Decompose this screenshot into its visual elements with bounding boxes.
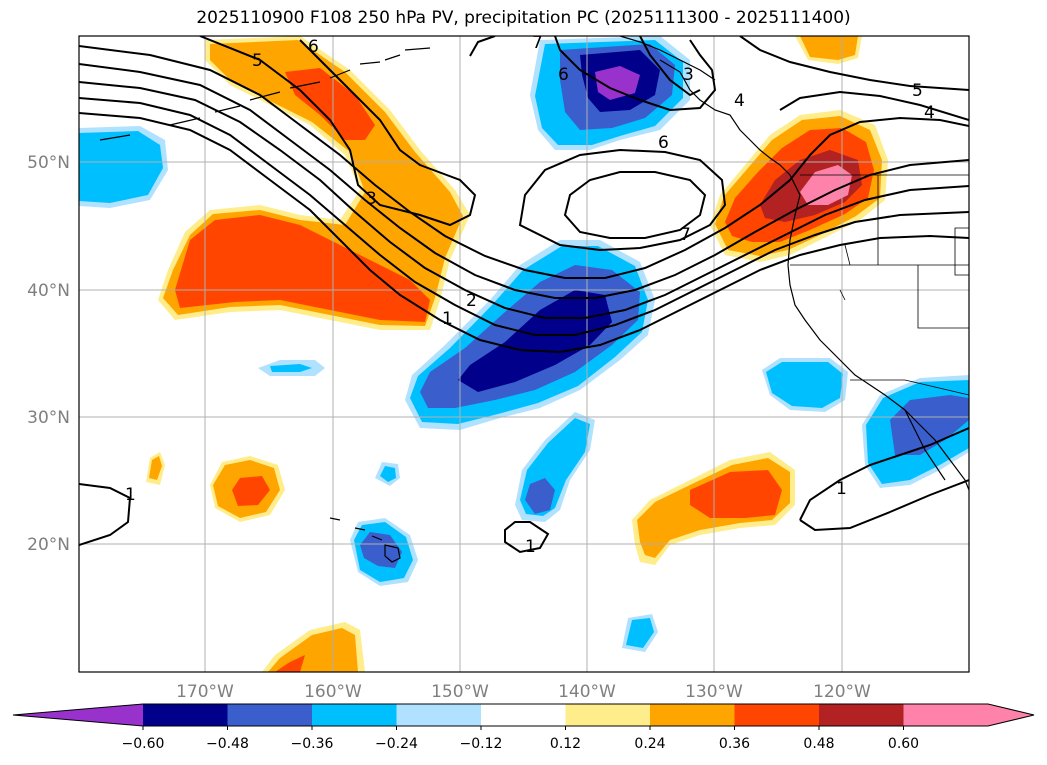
colorbar-segment	[819, 704, 904, 726]
colorbar-tick-label: −0.24	[375, 736, 418, 752]
lat-label: 40°N	[27, 281, 70, 301]
colorbar-tick-label: 0.60	[888, 736, 919, 752]
contour-label: 5	[912, 81, 923, 101]
contour-label: 1	[836, 479, 847, 499]
colorbar-tick-label: −0.48	[206, 736, 249, 752]
blue-blob-low	[622, 614, 658, 652]
colorbar-segment	[143, 704, 228, 726]
contour-label: 7	[680, 225, 691, 245]
colorbar-extend-low	[13, 704, 143, 726]
lon-label: 170°W	[176, 682, 234, 702]
colorbar-segment	[734, 704, 819, 726]
colorbar-segment	[650, 704, 735, 726]
colorbar-tick-label: −0.36	[291, 736, 334, 752]
blue-blob-east	[762, 358, 848, 412]
orange-blob-hawaii-west	[210, 456, 285, 522]
map-frame	[78, 35, 970, 673]
blue-blob-hawaii	[350, 518, 418, 586]
contour-label: 5	[252, 51, 263, 71]
blue-blob-small	[258, 360, 325, 376]
pv-contours	[79, 36, 969, 554]
lat-label: 30°N	[27, 408, 70, 428]
colorbar-tick-label: −0.60	[122, 736, 165, 752]
lon-label: 120°W	[813, 682, 871, 702]
lat-label: 50°N	[27, 153, 70, 173]
warm-blob-pacific-nw	[710, 110, 888, 262]
longitude-labels: 170°W 160°W 150°W 140°W 130°W 120°W	[176, 682, 871, 702]
map-area: 5 6 7 3 6 4 5 4 6 3 7 2 1 1 1 1	[79, 33, 969, 672]
colorbar-tick-label: 0.24	[634, 736, 665, 752]
colorbar-segment	[903, 704, 988, 726]
orange-blob-top	[795, 36, 862, 64]
colorbar-tick-label: 0.36	[719, 736, 750, 752]
colorbar-segment	[227, 704, 312, 726]
orange-swath-northwest	[158, 36, 470, 330]
contour-label: 3	[683, 65, 694, 85]
blue-blob-north	[530, 36, 690, 150]
contour-label: 6	[658, 133, 669, 153]
colorbar-extend-high	[988, 704, 1034, 726]
contour-label: 2	[466, 291, 477, 311]
lat-label: 20°N	[27, 535, 70, 555]
blue-blob-west	[79, 126, 168, 208]
lon-label: 130°W	[685, 682, 743, 702]
lon-label: 150°W	[431, 682, 489, 702]
contour-labels: 5 6 7 3 6 4 5 4 6 3 7 2 1 1 1 1	[125, 33, 935, 557]
orange-blob-bottom	[262, 622, 365, 672]
orange-blob-tiny	[146, 452, 165, 485]
contour-label: 3	[366, 189, 377, 209]
colorbar-tick-label: 0.48	[803, 736, 834, 752]
colorbar-segment	[565, 704, 650, 726]
contour-label: 6	[558, 65, 569, 85]
blue-blob-tiny	[375, 462, 400, 486]
political-borders	[790, 174, 969, 396]
contour-label: 4	[734, 91, 745, 111]
contour-label: 1	[442, 309, 453, 329]
colorbar-tick-label: −0.12	[460, 736, 503, 752]
contour-label: 1	[125, 485, 136, 505]
colorbar-segment	[312, 704, 397, 726]
contour-label: 7	[532, 33, 543, 53]
coastlines	[99, 36, 969, 563]
contour-label: 4	[924, 103, 935, 123]
latitude-labels: 50°N 40°N 30°N 20°N	[27, 153, 70, 555]
lon-label: 160°W	[304, 682, 362, 702]
colorbar-tick-label: 0.12	[550, 736, 581, 752]
blue-streak-south	[515, 412, 595, 522]
colorbar: −0.60 −0.48 −0.36 −0.24 −0.12 0.12 0.24 0.36 0.4…	[12, 703, 1035, 752]
colorbar-segment	[481, 704, 566, 726]
contour-label: 6	[308, 37, 319, 57]
lon-label: 140°W	[558, 682, 616, 702]
map-title: 2025110900 F108 250 hPa PV, precipitatio…	[196, 8, 851, 28]
contour-label: 1	[525, 537, 536, 557]
colorbar-segment	[396, 704, 481, 726]
precip-shading	[79, 36, 969, 672]
gridlines	[79, 36, 969, 672]
